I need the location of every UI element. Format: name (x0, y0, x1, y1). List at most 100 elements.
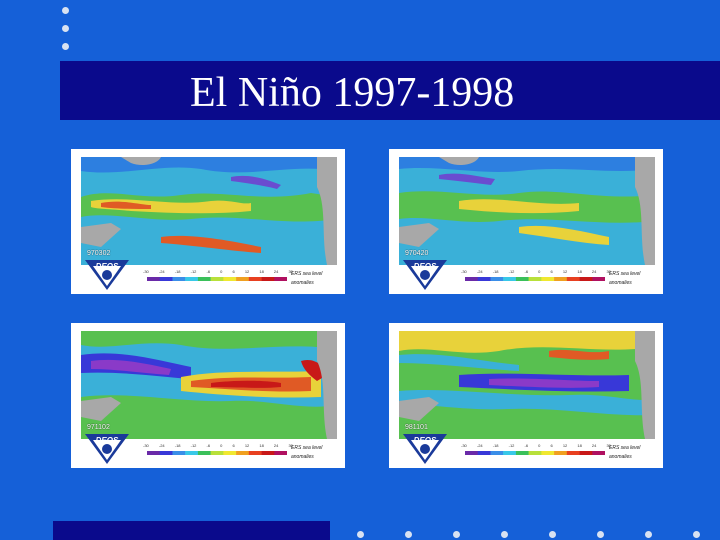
caption-line: anomalies (609, 453, 632, 460)
bullet-dot (62, 43, 69, 50)
sea-level-map-1 (81, 157, 337, 265)
deos-logo-icon (85, 434, 129, 464)
scale-tick: 24 (591, 269, 597, 274)
scale-tick: -24 (158, 269, 165, 274)
map-caption: ERS sea level anomalies (291, 444, 345, 461)
scale-tick: 0 (538, 269, 541, 274)
slide-title: El Niño 1997-1998 (190, 70, 515, 116)
color-scale-swatch (503, 277, 517, 281)
bullet-dot (62, 25, 69, 32)
color-scale-swatch (210, 451, 224, 455)
bullet-dot (62, 7, 69, 14)
color-scale-swatch (515, 451, 529, 455)
scale-tick: 12 (562, 443, 568, 448)
map-date-label: 970420 (405, 250, 429, 257)
color-scale-swatch (147, 277, 160, 281)
color-scale-swatch (579, 277, 593, 281)
color-scale-swatch (248, 451, 262, 455)
scale-tick: 6 (550, 443, 553, 448)
scale-tick: 6 (232, 269, 235, 274)
color-scale-swatch (261, 277, 275, 281)
color-scale-bar (147, 277, 287, 281)
sea-level-map-2 (399, 157, 655, 265)
map-caption: ERS sea level anomalies (291, 270, 345, 287)
scale-tick: 6 (550, 269, 553, 274)
bullet-dot (453, 531, 460, 538)
color-scale-swatch (579, 451, 593, 455)
bullet-dot (405, 531, 412, 538)
color-scale-swatch (172, 277, 186, 281)
bottom-band (53, 521, 330, 540)
scale-tick: 12 (562, 269, 568, 274)
color-scale-swatch (223, 277, 237, 281)
color-scale-swatch (185, 277, 199, 281)
scale-tick: -6 (206, 269, 211, 274)
color-scale-bar (147, 451, 287, 455)
scale-tick: 12 (244, 443, 250, 448)
color-scale-swatch (465, 277, 478, 281)
scale-tick: 18 (259, 269, 264, 274)
map-date-label: 971102 (87, 424, 110, 431)
scale-tick: 0 (220, 269, 223, 274)
color-scale-swatch (592, 451, 605, 455)
scale-tick: -12 (508, 443, 515, 448)
deos-logo-text: DEOS (413, 262, 437, 271)
color-scale-swatch (566, 451, 580, 455)
bullet-dot (597, 531, 604, 538)
color-scale-swatch (172, 451, 186, 455)
scale-tick: 6 (232, 443, 235, 448)
scale-tick: -6 (524, 443, 529, 448)
sea-level-map-3 (81, 331, 337, 439)
color-scale-swatch (210, 277, 224, 281)
scale-tick: 24 (273, 443, 279, 448)
scale-tick: -30 (461, 443, 467, 448)
map-panel-2: 970420 DEOS -30 -24 -18 -12 -6 0 6 12 18… (389, 149, 663, 294)
color-scale-swatch (541, 277, 555, 281)
map-panel-3: 971102 DEOS -30 -24 -18 -12 -6 0 6 12 18… (71, 323, 345, 468)
scale-tick: 24 (591, 443, 597, 448)
color-scale-swatch (554, 451, 568, 455)
map-panel-1: 970302 DEOS -30 -24 -18 -12 -6 0 6 12 18… (71, 149, 345, 294)
scale-tick: -18 (492, 269, 499, 274)
color-scale-swatch (236, 277, 250, 281)
color-scale-swatch (159, 451, 173, 455)
color-scale-swatch (490, 277, 504, 281)
color-scale-swatch (554, 277, 568, 281)
scale-tick: -18 (174, 269, 181, 274)
deos-logo-icon (403, 260, 447, 290)
color-scale-swatch (274, 277, 287, 281)
scale-tick: 30 (288, 443, 293, 448)
color-scale-swatch (566, 277, 580, 281)
color-scale-swatch (528, 451, 542, 455)
deos-logo-text: DEOS (95, 262, 119, 271)
scale-tick: 18 (577, 443, 582, 448)
color-scale-bar (465, 277, 605, 281)
scale-tick-labels: -30 -24 -18 -12 -6 0 6 12 18 24 30 (143, 443, 293, 448)
map-panel-4: 981101 DEOS -30 -24 -18 -12 -6 0 6 12 18… (389, 323, 663, 468)
scale-tick: -12 (190, 269, 197, 274)
color-scale-swatch (159, 277, 173, 281)
map-date-label: 981101 (405, 424, 428, 431)
color-scale-swatch (515, 277, 529, 281)
color-scale-swatch (197, 277, 211, 281)
color-scale-swatch (248, 277, 262, 281)
scale-tick: 12 (244, 269, 250, 274)
scale-tick: -24 (476, 443, 483, 448)
sea-level-map-4 (399, 331, 655, 439)
scale-tick: 18 (259, 443, 264, 448)
caption-line: anomalies (609, 279, 632, 286)
caption-line: ERS sea level (291, 271, 323, 277)
scale-tick: -24 (158, 443, 165, 448)
scale-tick: -6 (524, 269, 529, 274)
color-scale-swatch (528, 277, 542, 281)
color-scale-swatch (223, 451, 237, 455)
color-scale-swatch (197, 451, 211, 455)
color-scale-swatch (261, 451, 275, 455)
color-scale-swatch (490, 451, 504, 455)
color-scale-swatch (541, 451, 555, 455)
caption-line: anomalies (291, 453, 314, 460)
scale-tick-labels: -30 -24 -18 -12 -6 0 6 12 18 24 30 (143, 269, 293, 274)
caption-line: anomalies (291, 279, 314, 286)
scale-tick: 0 (220, 443, 223, 448)
scale-tick: -12 (190, 443, 197, 448)
